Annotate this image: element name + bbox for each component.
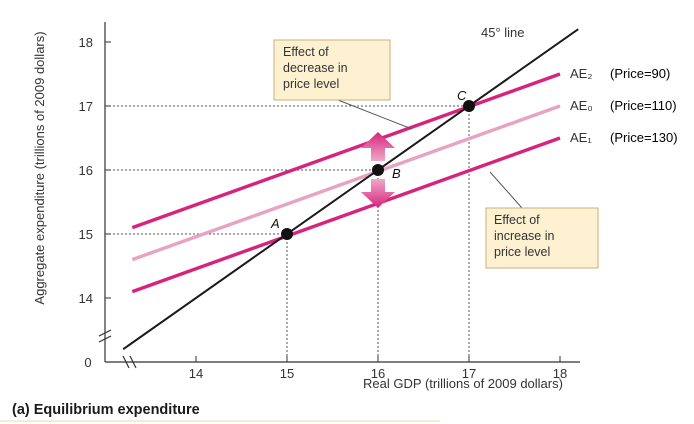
callout-increase-line-2: increase in xyxy=(494,229,554,243)
axes: 0 14 15 16 17 18 14 15 16 17 18 xyxy=(79,22,580,381)
point-label-B: B xyxy=(392,166,401,181)
y-tick-label: 14 xyxy=(79,291,93,306)
callout-increase: Effect of increase in price level xyxy=(485,171,599,269)
up-arrow-icon xyxy=(361,132,395,161)
points-layer: A B C xyxy=(270,88,475,240)
x-axis-break-mark-1 xyxy=(122,355,130,369)
y-tick-label: 16 xyxy=(79,163,93,178)
callout-increase-leader xyxy=(489,171,523,209)
y-axis-break-mark-2 xyxy=(98,335,112,343)
x-tick-label: 16 xyxy=(371,366,385,381)
callout-increase-line-3: price level xyxy=(494,245,550,259)
series-line-45-degree xyxy=(122,28,579,351)
y-tick-label: 15 xyxy=(79,227,93,242)
series-label-AE₂: AE₂ xyxy=(570,66,592,81)
price-label-AE₁: (Price=130) xyxy=(610,130,678,145)
series-label-AE₀: AE₀ xyxy=(570,98,593,113)
series-line-AE₁ xyxy=(131,136,561,294)
x-tick-label: 17 xyxy=(462,366,476,381)
point-label-A: A xyxy=(270,216,280,231)
callout-increase-line-1: Effect of xyxy=(494,213,540,227)
series-line-AE₂ xyxy=(131,72,561,230)
y-axis-break-mark-1 xyxy=(98,329,112,337)
point-A xyxy=(281,228,293,240)
series-label-AE₁: AE₁ xyxy=(570,130,592,145)
y-tick-label: 18 xyxy=(79,35,93,50)
callout-decrease-box xyxy=(273,39,391,101)
chart-caption: (a) Equilibrium expenditure xyxy=(12,402,200,418)
x-tick-label: 15 xyxy=(280,366,294,381)
callout-decrease-line-1: Effect of xyxy=(283,45,329,59)
callout-decrease-leader xyxy=(337,99,413,130)
origin-label: 0 xyxy=(84,355,91,370)
x-tick-label: 14 xyxy=(189,366,203,381)
series-labels: 45° line AE₂ (Price=90) AE₀ (Price=110) AE₁ (P… xyxy=(481,25,678,145)
y-axis-title: Aggregate expenditure (trillions of 2009… xyxy=(32,31,47,304)
point-B xyxy=(372,164,384,176)
x-axis-break-mark-2 xyxy=(129,355,137,369)
point-label-C: C xyxy=(457,88,467,103)
series-line-AE₀ xyxy=(131,104,561,262)
x-tick-label: 18 xyxy=(553,366,567,381)
x-axis-title: Real GDP (trillions of 2009 dollars) xyxy=(363,376,563,391)
callout-increase-box xyxy=(485,207,599,269)
callout-decrease-line-3: price level xyxy=(283,77,339,91)
callout-decrease: Effect of decrease in price level xyxy=(273,39,413,130)
price-label-AE₀: (Price=110) xyxy=(610,98,677,113)
series-layer xyxy=(122,28,579,351)
series-label-45-degree: 45° line xyxy=(481,25,525,40)
down-arrow-icon xyxy=(361,179,395,208)
shift-arrows xyxy=(361,132,395,208)
point-C xyxy=(463,100,475,112)
price-label-AE₂: (Price=90) xyxy=(610,66,670,81)
y-tick-label: 17 xyxy=(79,99,93,114)
callout-decrease-line-2: decrease in xyxy=(283,61,348,75)
